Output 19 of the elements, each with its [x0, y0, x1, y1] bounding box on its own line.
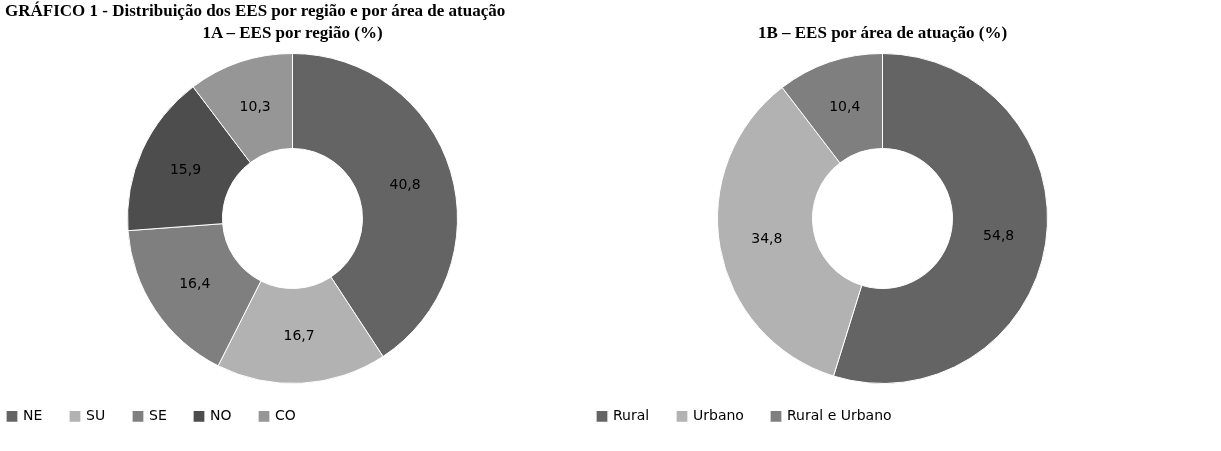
text: GRÁFICO 1 - Distribuição dos EES por região e por área de atuação [5, 1, 506, 20]
chart-title: 1A – EES por região (%) [202, 23, 383, 42]
legend-label: CO [275, 407, 296, 424]
data-label: 10,3 [239, 98, 271, 115]
legend-label: NE [23, 407, 43, 424]
data-label: 15,9 [169, 161, 202, 178]
legend-label: Urbano [693, 407, 744, 424]
legend-label: Rural [613, 407, 650, 424]
data-label: 16,4 [179, 274, 211, 291]
data-label: 40,8 [389, 175, 421, 192]
data-label: 16,7 [283, 326, 315, 343]
data-label: 54,8 [983, 227, 1015, 244]
data-label: 34,8 [751, 230, 783, 247]
legend-label: SU [86, 407, 106, 424]
legend-label: NO [210, 407, 232, 424]
legend-label: SE [149, 407, 167, 424]
chart-title: 1B – EES por área de atuação (%) [757, 23, 1008, 42]
data-label: 10,4 [829, 98, 861, 115]
legend-label: Rural e Urbano [787, 407, 892, 424]
